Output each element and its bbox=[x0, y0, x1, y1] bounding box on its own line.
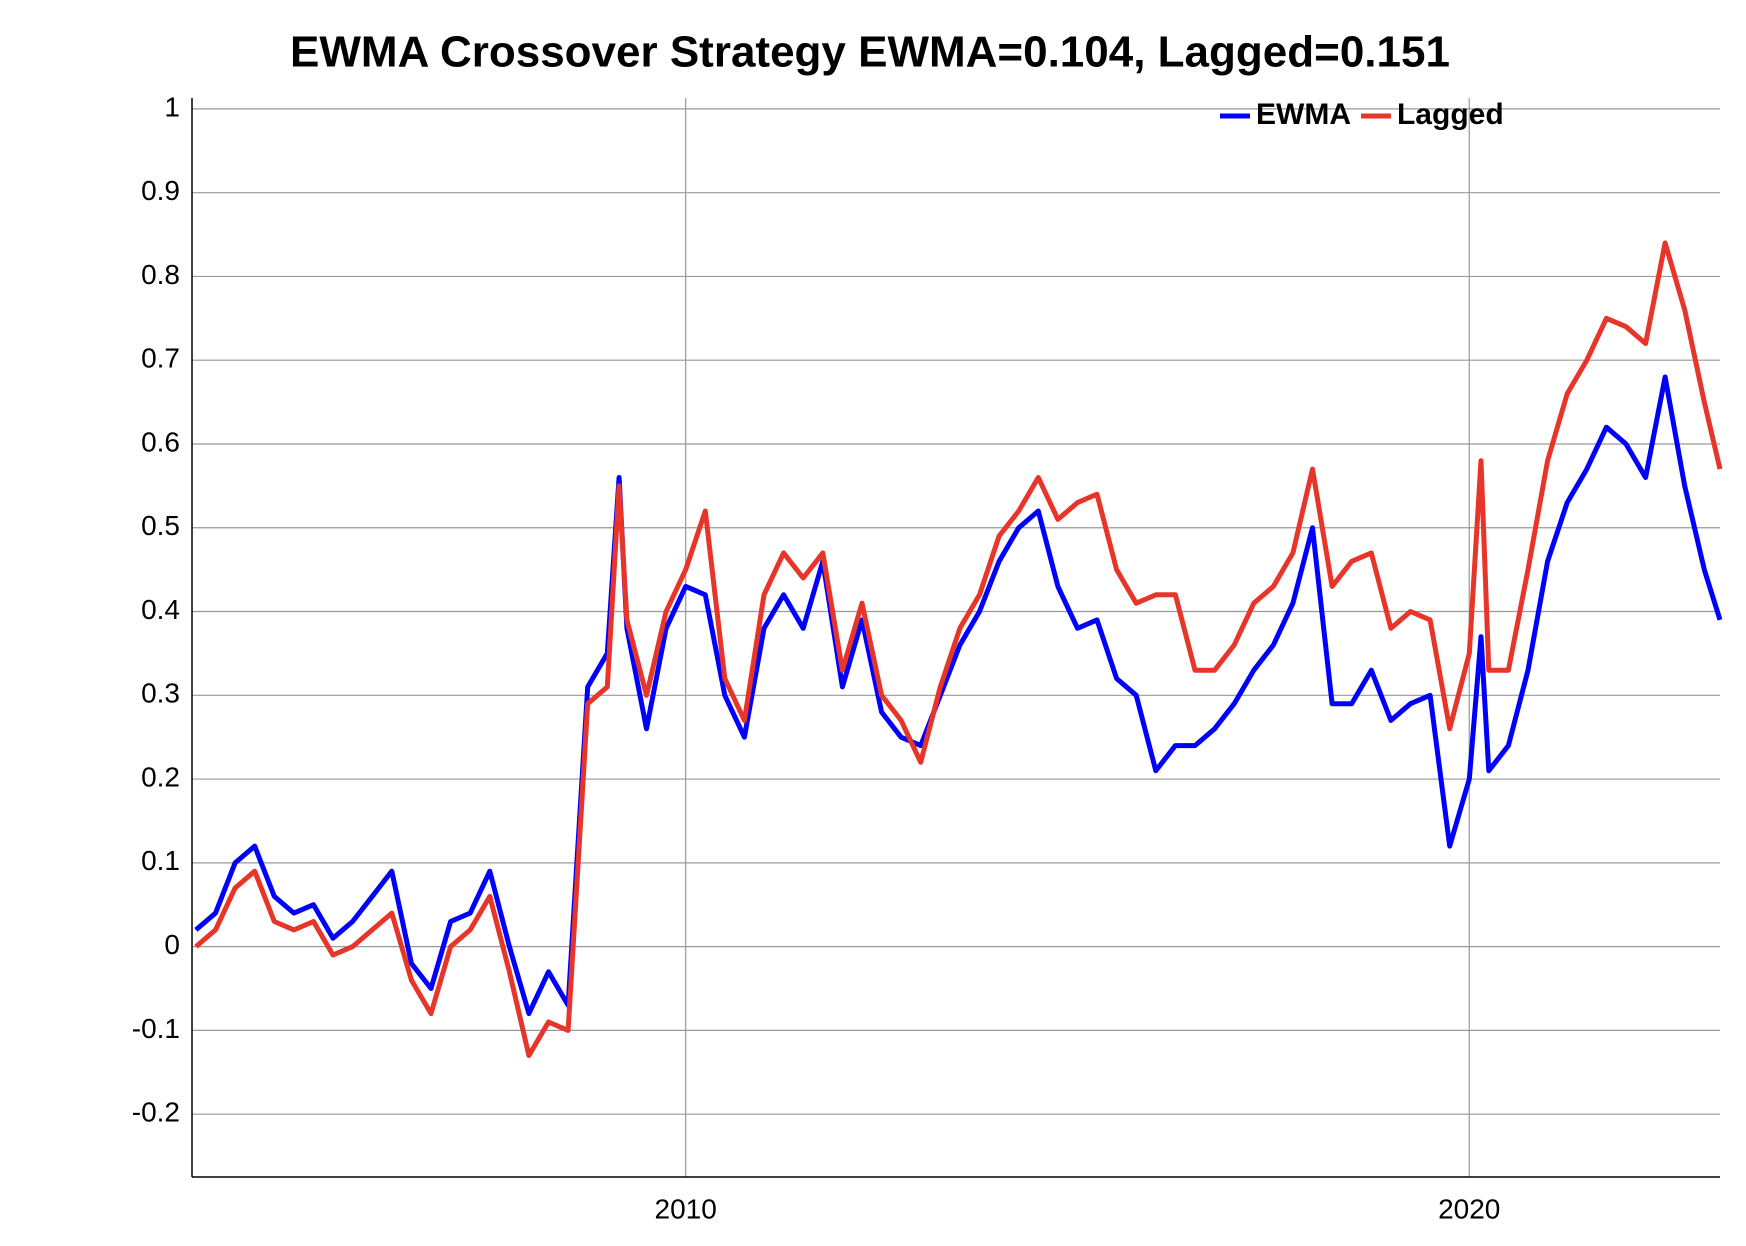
y-tick-label: -0.2 bbox=[132, 1097, 180, 1128]
y-tick-label: -0.1 bbox=[132, 1013, 180, 1044]
y-tick-label: 0.8 bbox=[141, 259, 180, 290]
y-tick-label: 0.5 bbox=[141, 510, 180, 541]
x-tick-label: 2020 bbox=[1438, 1193, 1500, 1224]
series-line bbox=[194, 240, 1723, 1058]
y-tick-label: 1 bbox=[164, 91, 180, 122]
x-tick-label: 2010 bbox=[655, 1193, 717, 1224]
series-line bbox=[194, 374, 1723, 1017]
y-tick-label: 0.7 bbox=[141, 343, 180, 374]
y-tick-label: 0.3 bbox=[141, 678, 180, 709]
y-tick-label: 0 bbox=[164, 929, 180, 960]
y-tick-label: 0.1 bbox=[141, 845, 180, 876]
y-tick-label: 0.2 bbox=[141, 761, 180, 792]
legend-label: Lagged bbox=[1397, 98, 1504, 131]
y-tick-label: 0.6 bbox=[141, 426, 180, 457]
chart-title: EWMA Crossover Strategy EWMA=0.104, Lagg… bbox=[290, 28, 1450, 77]
y-tick-label: 0.9 bbox=[141, 175, 180, 206]
legend-label: EWMA bbox=[1256, 98, 1351, 131]
y-tick-label: 0.4 bbox=[141, 594, 180, 625]
